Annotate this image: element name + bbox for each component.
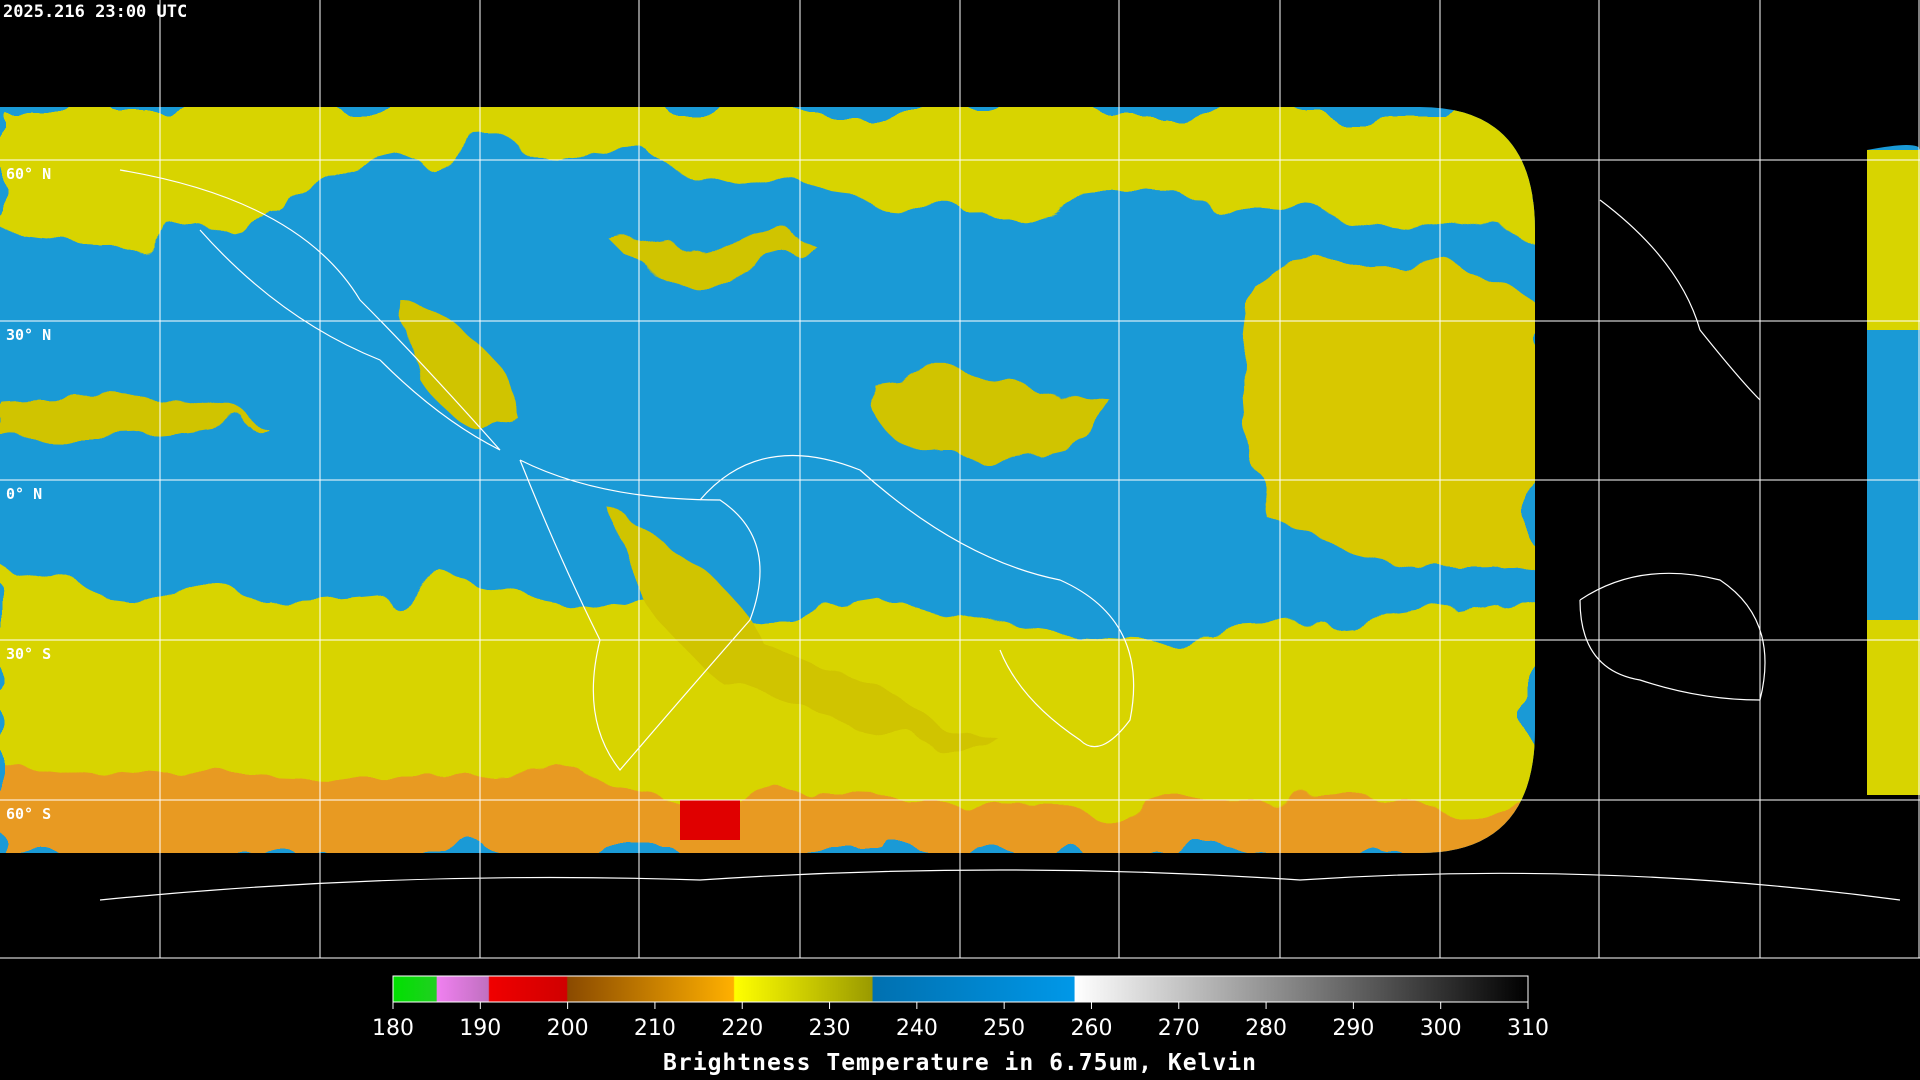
colorbar-tick-label: 250 [983, 1016, 1025, 1041]
colorbar-tick-label: 180 [372, 1016, 414, 1041]
colorbar-title: Brightness Temperature in 6.75um, Kelvin [663, 1050, 1257, 1076]
lat-label: 30° S [6, 645, 51, 663]
colorbar-tick-label: 300 [1420, 1016, 1462, 1041]
colorbar-tick-label: 290 [1332, 1016, 1374, 1041]
graticule [0, 0, 1920, 959]
colorbar-tick-label: 310 [1507, 1016, 1549, 1041]
colorbar-tick-label: 200 [547, 1016, 589, 1041]
colorbar-tick-label: 270 [1158, 1016, 1200, 1041]
colorbar-tick-label: 220 [721, 1016, 763, 1041]
colorbar-tick-label: 230 [809, 1016, 851, 1041]
lat-label: 30° N [6, 326, 51, 344]
lat-label: 0° N [6, 485, 42, 503]
lat-label: 60° N [6, 165, 51, 183]
colorbar-tick-label: 190 [459, 1016, 501, 1041]
timestamp: 2025.216 23:00 UTC [3, 2, 187, 22]
lat-label: 60° S [6, 805, 51, 823]
colorbar-tick-label: 280 [1245, 1016, 1287, 1041]
colorbar [392, 975, 1529, 1003]
colorbar-tick-label: 240 [896, 1016, 938, 1041]
coastlines [99, 169, 1901, 901]
colorbar-tick-label: 210 [634, 1016, 676, 1041]
colorbar-tick-label: 260 [1070, 1016, 1112, 1041]
imagery-strip-yellow [1867, 150, 1920, 795]
